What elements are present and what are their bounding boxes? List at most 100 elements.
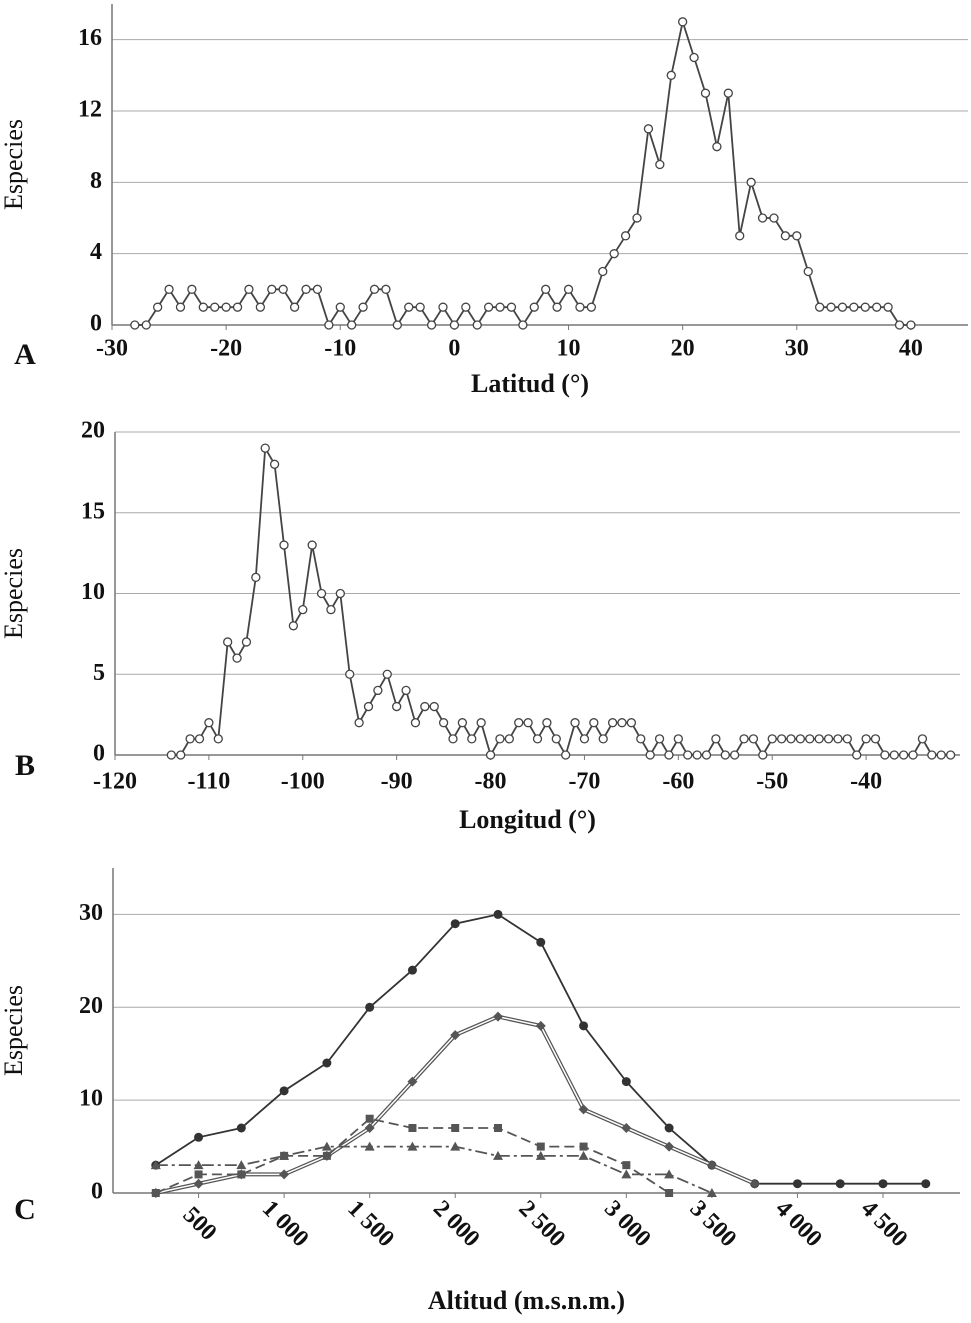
marker xyxy=(735,231,745,241)
marker xyxy=(429,701,439,712)
x-tick-label: 2 000 xyxy=(428,1196,485,1253)
marker xyxy=(322,1151,331,1160)
marker xyxy=(563,284,574,294)
marker xyxy=(889,750,899,760)
x-tick-label: -10 xyxy=(324,336,356,362)
marker xyxy=(837,302,848,312)
marker xyxy=(805,734,815,744)
y-tick-label: 4 xyxy=(90,239,102,265)
marker xyxy=(237,1170,246,1179)
marker xyxy=(880,750,890,760)
marker xyxy=(814,302,825,312)
marker xyxy=(535,1020,546,1031)
marker xyxy=(472,320,482,330)
marker xyxy=(803,266,813,277)
marker xyxy=(586,302,597,312)
marker xyxy=(578,1104,589,1115)
marker xyxy=(792,1179,802,1189)
marker xyxy=(870,734,881,744)
marker xyxy=(392,701,402,712)
y-tick-label: 0 xyxy=(91,1179,103,1205)
x-tick-label: 30 xyxy=(785,336,809,362)
x-tick-label: 3 500 xyxy=(685,1196,742,1253)
marker xyxy=(407,1141,418,1151)
y-axis-label: Especies xyxy=(0,985,28,1076)
marker xyxy=(542,718,552,728)
x-tick-label: -40 xyxy=(850,769,882,795)
marker xyxy=(506,302,517,312)
marker xyxy=(438,302,448,312)
marker xyxy=(260,443,270,453)
marker xyxy=(476,718,486,728)
marker xyxy=(814,734,824,744)
x-tick-label: 0 xyxy=(448,336,460,362)
marker xyxy=(450,1030,461,1041)
marker xyxy=(607,718,618,728)
marker xyxy=(451,1124,460,1132)
marker xyxy=(176,750,186,760)
marker xyxy=(241,637,252,647)
x-tick-label: 1 500 xyxy=(342,1196,399,1253)
marker xyxy=(723,88,733,98)
marker xyxy=(347,320,357,330)
marker xyxy=(461,302,471,312)
marker xyxy=(194,1132,204,1142)
series-line-inner xyxy=(155,1015,755,1194)
marker xyxy=(364,1123,375,1133)
marker xyxy=(621,1169,632,1179)
marker xyxy=(316,588,327,599)
marker xyxy=(288,621,299,631)
marker xyxy=(365,1002,375,1012)
marker xyxy=(776,734,787,744)
marker xyxy=(450,919,460,929)
x-tick-label: 2 500 xyxy=(514,1196,571,1253)
marker xyxy=(535,1150,546,1160)
marker xyxy=(620,231,631,241)
marker xyxy=(401,685,411,696)
y-axis-label: Especies xyxy=(0,119,28,210)
marker xyxy=(364,1141,375,1151)
x-tick-label: -30 xyxy=(96,336,128,362)
marker xyxy=(532,734,543,744)
marker xyxy=(324,320,334,330)
marker xyxy=(223,637,233,647)
marker xyxy=(279,1150,290,1160)
marker xyxy=(193,1160,204,1170)
marker xyxy=(194,1170,203,1179)
y-tick-label: 12 xyxy=(78,97,102,123)
marker xyxy=(578,1150,589,1160)
marker xyxy=(664,750,674,760)
marker xyxy=(894,320,905,330)
marker xyxy=(598,266,608,277)
x-tick-label: -70 xyxy=(568,769,600,795)
marker xyxy=(204,718,214,728)
series-line xyxy=(155,1014,756,1195)
marker xyxy=(210,302,220,312)
x-tick-label: 4 000 xyxy=(770,1196,827,1253)
marker xyxy=(504,734,514,744)
marker xyxy=(232,653,242,663)
x-axis-label: Altitud (m.s.n.m.) xyxy=(428,1286,625,1315)
marker xyxy=(363,701,374,712)
y-tick-label: 8 xyxy=(90,168,102,194)
marker xyxy=(289,302,300,312)
marker xyxy=(746,177,756,187)
marker xyxy=(706,1160,717,1171)
marker xyxy=(529,302,539,312)
y-tick-label: 10 xyxy=(81,579,105,605)
marker xyxy=(626,718,637,728)
marker xyxy=(823,734,834,744)
marker xyxy=(921,1179,931,1189)
marker xyxy=(579,1021,589,1031)
marker xyxy=(860,302,870,312)
x-tick-label: -60 xyxy=(662,769,694,795)
marker xyxy=(786,734,796,744)
marker xyxy=(795,734,806,744)
marker xyxy=(381,284,391,294)
y-tick-label: 15 xyxy=(81,498,105,524)
marker xyxy=(936,750,946,760)
x-tick-label: 500 xyxy=(178,1202,222,1246)
marker xyxy=(373,685,383,696)
marker xyxy=(410,718,421,728)
marker xyxy=(483,302,494,312)
